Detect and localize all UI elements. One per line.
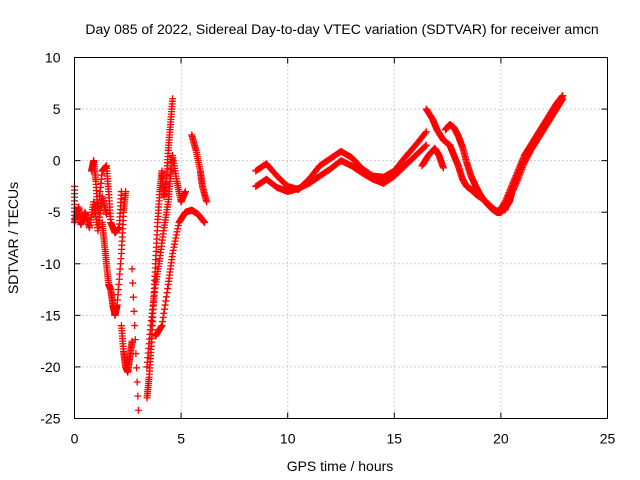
data-point [129, 293, 137, 301]
data-point [422, 141, 430, 149]
data-points [71, 92, 567, 414]
data-point [201, 219, 209, 227]
data-point [132, 350, 140, 358]
y-tick-label: -25 [40, 411, 60, 427]
data-point [128, 337, 136, 345]
y-tick-label: 0 [53, 153, 61, 169]
data-point [134, 406, 142, 414]
y-tick-label: 10 [45, 50, 61, 66]
y-tick-label: -15 [40, 307, 60, 323]
data-point [102, 210, 110, 218]
x-axis-label: GPS time / hours [287, 458, 394, 474]
y-axis-label: SDTVAR / TECUs [5, 182, 21, 294]
x-tick-label: 15 [387, 431, 403, 447]
data-point [134, 392, 142, 400]
data-point [131, 336, 139, 344]
y-tick-label: -5 [48, 204, 61, 220]
x-tick-label: 5 [177, 431, 185, 447]
y-tick-label: -20 [40, 359, 60, 375]
data-point [133, 364, 141, 372]
data-point [129, 279, 137, 287]
data-point [559, 95, 567, 103]
data-point [421, 142, 429, 150]
y-tick-label: -10 [40, 256, 60, 272]
data-point [421, 129, 429, 137]
data-point [181, 188, 189, 196]
data-point [122, 188, 130, 196]
chart-title: Day 085 of 2022, Sidereal Day-to-day VTE… [85, 21, 598, 37]
data-point [422, 128, 430, 136]
plot-frame [74, 57, 608, 419]
axes: 0 5 10 15 20 25 -25 -20 -15 -10 -5 0 5 10 [40, 50, 615, 447]
data-point [131, 321, 139, 329]
grid-lines [74, 57, 608, 419]
x-tick-label: 20 [493, 431, 509, 447]
data-point [128, 265, 136, 273]
x-tick-label: 0 [71, 431, 79, 447]
data-point [133, 378, 141, 386]
x-tick-label: 10 [280, 431, 296, 447]
y-tick-label: 5 [53, 101, 61, 117]
data-point [130, 307, 138, 315]
data-point [203, 198, 211, 206]
data-point [169, 95, 177, 103]
x-tick-label: 25 [600, 431, 616, 447]
data-point [439, 164, 447, 172]
